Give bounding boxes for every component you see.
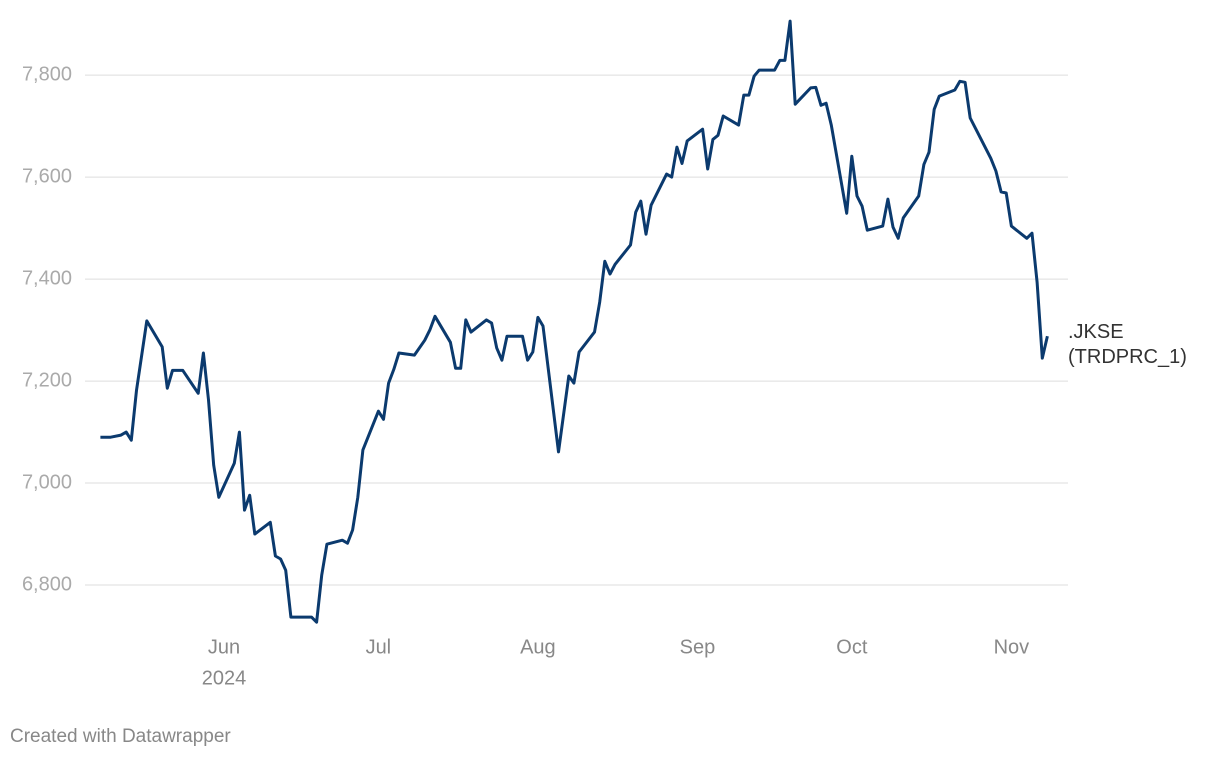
y-tick-label: 7,800 [22,63,72,85]
x-tick-label: Jul [366,636,392,658]
x-tick-label: Nov [994,636,1030,658]
x-tick-label: Jun [208,636,240,658]
y-tick-label: 7,600 [22,165,72,187]
line [100,19,1049,624]
x-tick-label: Aug [520,636,556,658]
x-year-label: 2024 [202,667,247,689]
y-tick-label: 7,200 [22,369,72,391]
x-tick-label: Oct [836,636,868,658]
footer: Created with Datawrapper [10,726,231,747]
x-tick-label: Sep [680,636,716,658]
y-tick-label: 6,800 [22,573,72,595]
series-label: .JKSE (TRDPRC_1) [1068,321,1187,368]
y-tick-label: 7,000 [22,471,72,493]
y-tick-label: 7,400 [22,267,72,289]
